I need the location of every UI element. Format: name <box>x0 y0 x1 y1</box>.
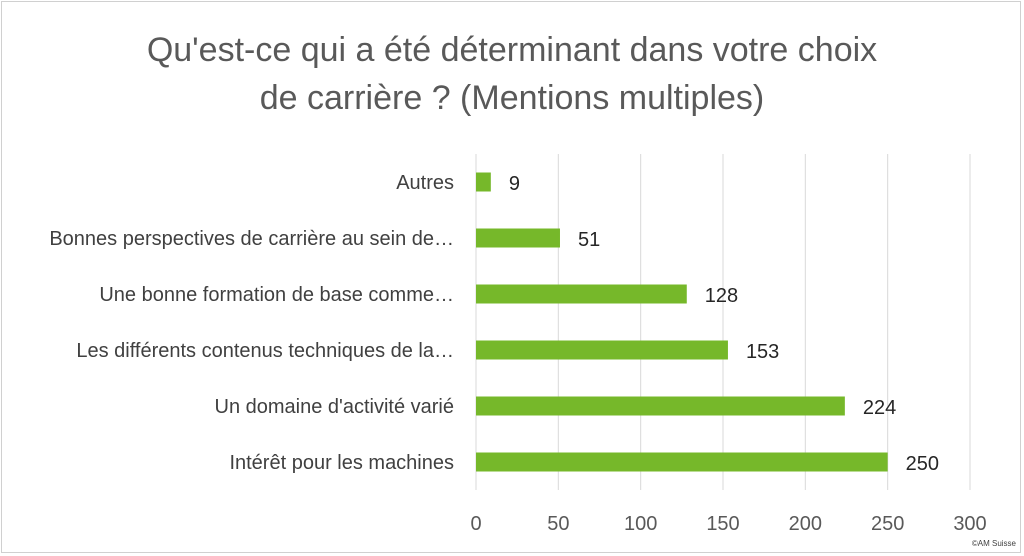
x-tick-label-1: 50 <box>547 513 569 535</box>
x-tick-label-6: 300 <box>953 513 986 535</box>
x-tick-label-5: 250 <box>871 513 904 535</box>
chart-title: Qu'est-ce qui a été déterminant dans vot… <box>0 26 1024 122</box>
data-label-0: 9 <box>509 173 520 195</box>
bar-5 <box>476 452 888 472</box>
x-tick-label-3: 150 <box>706 513 739 535</box>
x-tick-label-0: 0 <box>470 513 481 535</box>
chart-title-line-1: Qu'est-ce qui a été déterminant dans vot… <box>146 31 878 69</box>
data-label-3: 153 <box>746 341 779 363</box>
category-label-4: Un domaine d'activité varié <box>215 396 455 418</box>
bar-3 <box>476 340 728 360</box>
data-label-2: 128 <box>705 285 738 307</box>
bar-1 <box>476 228 560 248</box>
category-label-1: Bonnes perspectives de carrière au sein … <box>49 228 454 250</box>
x-tick-label-2: 100 <box>624 513 657 535</box>
bar-0 <box>476 172 491 192</box>
data-label-1: 51 <box>578 229 600 251</box>
bar-4 <box>476 396 845 416</box>
category-label-3: Les différents contenus techniques de la… <box>76 340 454 362</box>
bar-2 <box>476 284 687 304</box>
data-label-5: 250 <box>906 453 939 475</box>
x-tick-label-4: 200 <box>789 513 822 535</box>
data-label-4: 224 <box>863 397 896 419</box>
category-label-5: Intérêt pour les machines <box>229 452 454 474</box>
category-label-0: Autres <box>396 172 454 194</box>
chart-title-line-2: de carrière ? (Mentions multiples) <box>259 79 765 117</box>
copyright-note: ©AM Suisse <box>971 539 1016 548</box>
category-label-2: Une bonne formation de base comme… <box>99 284 454 306</box>
